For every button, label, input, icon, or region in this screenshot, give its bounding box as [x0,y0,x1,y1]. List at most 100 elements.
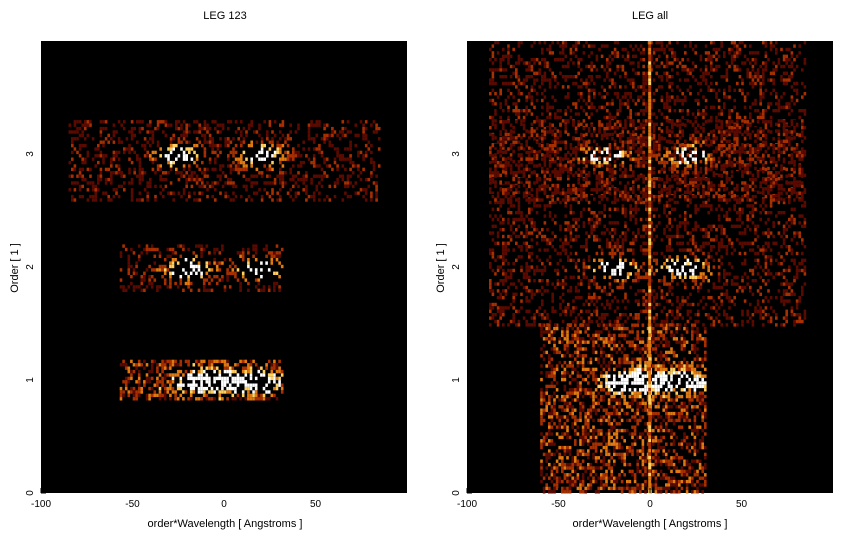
heatmap-cell [707,85,710,89]
heatmap-cell [650,98,653,103]
heatmap-cell [801,139,804,143]
heatmap-cell [730,41,734,45]
heatmap-cell [281,157,285,161]
heatmap-cell [200,383,203,387]
heatmap-cell [665,415,668,419]
heatmap-cell [561,75,565,79]
heatmap-cell [704,326,707,331]
heatmap-cell [696,354,699,358]
heatmap-cell [759,115,762,120]
heatmap-cell [254,271,258,275]
heatmap-cell [265,359,268,364]
heatmap-cell [615,391,619,395]
heatmap-cell [628,445,632,450]
heatmap-cell [278,288,281,292]
heatmap-cell [613,381,616,385]
heatmap-cell [673,102,677,106]
heatmap-cell [629,95,632,99]
heatmap-cell [78,167,82,172]
heatmap-cell [764,41,768,45]
heatmap-cell [618,442,621,446]
heatmap-cell [680,486,684,491]
heatmap-cell [675,466,678,470]
heatmap-cell [662,354,665,358]
heatmap-cell [587,432,590,436]
heatmap-cell [756,95,760,99]
heatmap-cell [224,143,227,148]
heatmap-cell [188,123,191,127]
heatmap-cell [683,456,686,460]
heatmap-cell [211,120,214,124]
heatmap-cell [68,167,72,172]
heatmap-cell [257,281,261,286]
heatmap-cell [193,198,196,202]
heatmap-cell [594,479,598,484]
heatmap-cell [579,360,582,365]
heatmap-cell [603,95,606,99]
heatmap-cell [558,462,561,467]
heatmap-cell [568,405,572,409]
heatmap-cell [249,397,253,401]
heatmap-cell [568,394,572,399]
heatmap-cell [148,376,151,381]
heatmap-cell [654,449,658,453]
heatmap-cell [658,64,661,69]
heatmap-cell [654,364,658,368]
heatmap-cell [203,171,207,175]
heatmap-cell [631,411,634,416]
heatmap-cell [607,422,611,426]
heatmap-cell [782,81,786,86]
heatmap-cell [587,333,590,338]
heatmap-cell [561,333,564,338]
heatmap-cell [273,154,277,158]
heatmap-cell [603,68,606,72]
heatmap-cell [667,428,671,433]
heatmap-cell [676,95,679,99]
heatmap-cell [636,391,639,395]
heatmap-cell [545,483,548,487]
heatmap-cell [678,377,681,382]
heatmap-cell [629,92,632,96]
heatmap-cell [576,337,580,341]
heatmap-cell [676,98,679,103]
heatmap-cell [574,47,578,52]
heatmap-cell [328,184,332,189]
heatmap-cell [631,330,634,334]
heatmap-cell [138,198,142,202]
heatmap-cell [777,61,781,65]
heatmap-cell [652,112,656,116]
heatmap-cell [696,326,699,331]
heatmap-cell [767,78,770,82]
heatmap-cell [620,333,624,338]
heatmap-cell [654,459,658,463]
heatmap-cell [746,54,749,58]
heatmap-cell [91,188,95,192]
heatmap-cell [267,285,271,289]
heatmap-cell [94,184,97,189]
heatmap-cell [694,115,697,120]
heatmap-cell [254,278,258,282]
heatmap-cell [266,174,269,178]
heatmap-cell [499,68,502,72]
heatmap-cell [223,369,227,374]
heatmap-cell [685,330,689,334]
heatmap-cell [704,68,708,72]
heatmap-cell [289,123,292,127]
heatmap-cell [221,380,224,384]
heatmap-cell [354,123,358,127]
heatmap-cell [169,383,172,387]
heatmap-cell [223,363,227,367]
heatmap-cell [530,64,534,69]
heatmap-cell [600,405,603,409]
heatmap-cell [689,44,692,48]
heatmap-cell [688,435,691,440]
heatmap-cell [563,462,567,467]
heatmap-cell [135,261,138,265]
heatmap-cell [594,330,598,334]
heatmap-cell [281,133,285,138]
heatmap-cell [629,115,632,120]
heatmap-cell [185,126,188,131]
heatmap-cell [572,51,575,55]
heatmap-cell [548,442,551,446]
heatmap-cell [281,174,285,178]
